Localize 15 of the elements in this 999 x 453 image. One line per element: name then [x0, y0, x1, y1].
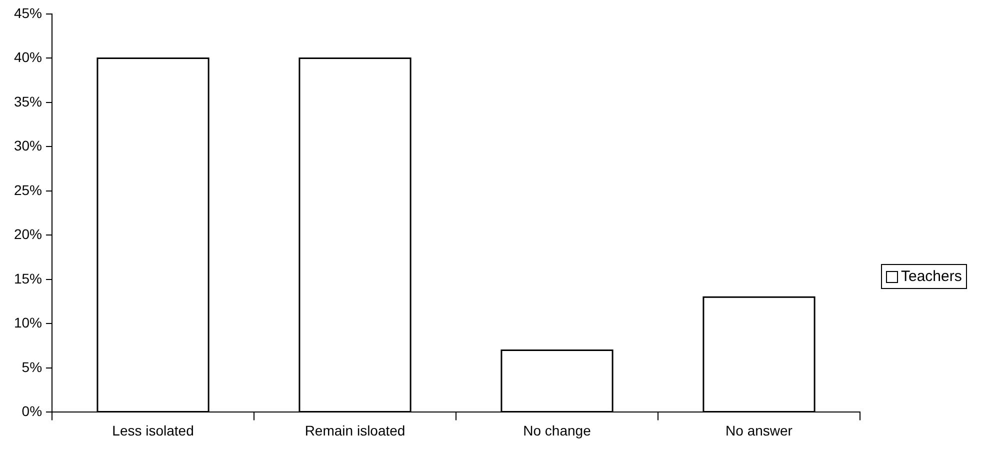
y-tick-label: 30% — [14, 138, 42, 154]
y-tick-label: 10% — [14, 314, 42, 331]
y-tick-label: 35% — [14, 93, 42, 110]
y-tick-label: 20% — [14, 226, 42, 242]
y-tick-label: 25% — [14, 182, 42, 198]
x-tick-label: No change — [523, 422, 592, 438]
y-tick-label: 0% — [22, 403, 42, 420]
y-tick-label: 40% — [14, 49, 42, 66]
x-tick-label: Remain isloated — [304, 422, 406, 438]
x-tick-label: No answer — [726, 422, 793, 438]
y-tick-label: 5% — [22, 358, 42, 375]
text: Teachers — [901, 268, 962, 285]
y-tick-label: 45% — [14, 4, 42, 21]
x-tick-label: Less isolated — [112, 422, 194, 438]
y-tick-label: 15% — [14, 270, 42, 286]
